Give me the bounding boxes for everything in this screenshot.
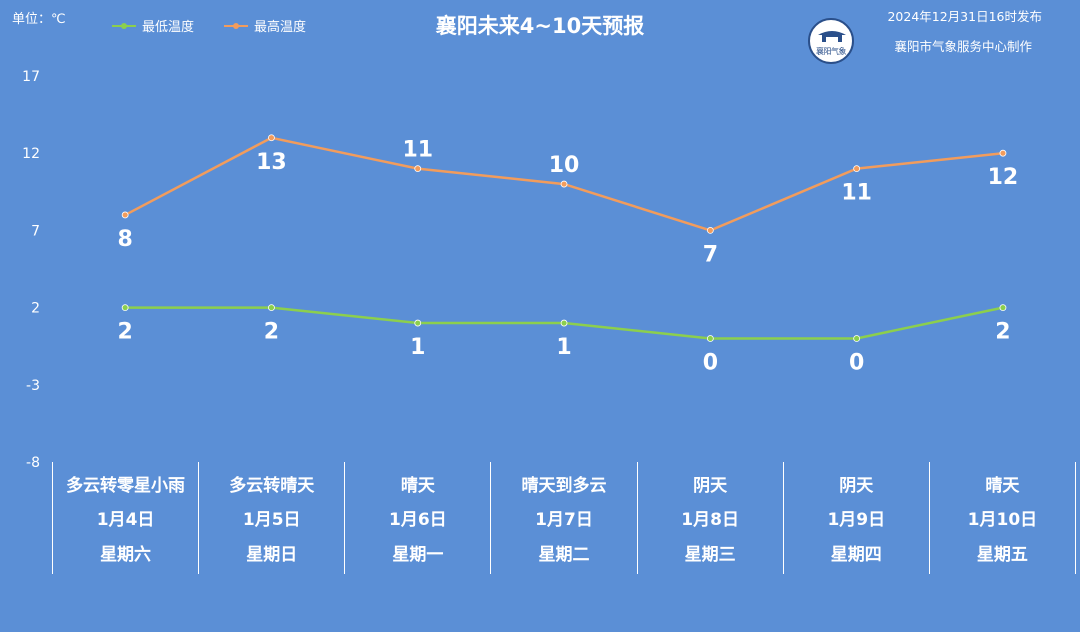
publish-time: 2024年12月31日16时发布 — [887, 9, 1042, 24]
y-tick-label: 2 — [31, 301, 40, 317]
y-tick-label: -8 — [26, 455, 40, 470]
weather-service-logo: 襄阳气象 — [808, 18, 854, 64]
pavilion-icon — [818, 31, 846, 42]
data-point-high — [706, 226, 714, 234]
legend-label-high: 最高温度 — [254, 20, 307, 35]
y-tick-label: 12 — [22, 146, 40, 162]
weather-label: 多云转晴天 — [229, 475, 315, 496]
weekday-label: 星期一 — [392, 545, 444, 566]
day-column: 多云转零星小雨 1月4日 星期六 — [52, 462, 198, 574]
maker-label: 襄阳市气象服务中心制作 — [894, 39, 1032, 54]
legend-item-low: 最低温度 — [112, 16, 194, 35]
weather-label: 阴天 — [839, 475, 874, 496]
data-label-low: 1 — [556, 335, 571, 360]
day-column: 晴天 1月10日 星期五 — [928, 462, 1076, 574]
data-point-low — [853, 335, 861, 342]
data-point-high — [268, 134, 275, 142]
date-label: 1月10日 — [967, 510, 1038, 531]
data-label-low: 2 — [117, 320, 132, 345]
date-label: 1月6日 — [389, 510, 447, 531]
legend-label-low: 最低温度 — [142, 20, 195, 35]
weekday-label: 星期日 — [246, 545, 298, 566]
data-label-high: 13 — [256, 150, 287, 175]
date-label: 1月7日 — [535, 510, 593, 531]
weather-label: 晴天 — [400, 475, 435, 496]
unit-label: 单位：℃ — [12, 12, 66, 27]
weather-label: 多云转零星小雨 — [66, 475, 186, 496]
data-point-high — [121, 211, 129, 219]
data-point-high — [999, 149, 1007, 157]
date-label: 1月9日 — [827, 510, 886, 531]
data-label-high: 12 — [988, 165, 1019, 190]
weekday-label: 星期三 — [684, 545, 736, 566]
data-point-high — [414, 165, 422, 173]
weekday-label: 星期二 — [538, 545, 590, 566]
legend-item-high: 最高温度 — [224, 16, 306, 35]
data-label-low: 2 — [264, 320, 279, 345]
date-label: 1月4日 — [96, 510, 155, 531]
weather-label: 晴天 — [985, 475, 1020, 496]
weekday-label: 星期六 — [100, 545, 152, 566]
data-label-low: 0 — [703, 350, 718, 375]
weather-label: 阴天 — [693, 475, 728, 496]
data-point-low — [999, 304, 1007, 312]
chart-title: 襄阳未来4~10天预报 — [435, 14, 645, 38]
date-label: 1月8日 — [681, 510, 739, 531]
weekday-label: 星期四 — [830, 545, 882, 566]
data-point-low — [414, 319, 422, 327]
legend: 最低温度 最高温度 — [112, 16, 306, 35]
data-point-low — [706, 335, 714, 342]
day-column: 晴天 1月6日 星期一 — [344, 462, 490, 574]
data-label-low: 2 — [995, 320, 1010, 345]
data-label-high: 11 — [402, 138, 433, 163]
day-column: 多云转晴天 1月5日 星期日 — [198, 462, 344, 574]
data-label-low: 1 — [410, 335, 425, 360]
legend-swatch-low — [112, 22, 136, 29]
legend-swatch-high — [224, 22, 249, 29]
data-point-high — [853, 165, 861, 173]
logo-text: 襄阳气象 — [816, 47, 847, 56]
date-label: 1月5日 — [242, 510, 301, 531]
y-tick-label: 17 — [22, 69, 40, 85]
data-point-high — [560, 180, 568, 188]
forecast-table: 多云转零星小雨 1月4日 星期六 多云转晴天 1月5日 星期日 晴天 1月6日 … — [52, 462, 1076, 574]
data-label-high: 7 — [703, 242, 718, 267]
day-column: 晴天到多云 1月7日 星期二 — [490, 462, 636, 574]
data-point-low — [560, 319, 568, 327]
data-label-high: 8 — [117, 227, 132, 252]
data-label-low: 0 — [849, 350, 864, 375]
data-label-high: 11 — [841, 181, 872, 206]
data-label-high: 10 — [549, 153, 580, 178]
day-column: 阴天 1月8日 星期三 — [636, 462, 783, 574]
data-point-low — [121, 304, 129, 312]
y-tick-label: -3 — [26, 378, 40, 394]
day-column: 阴天 1月9日 星期四 — [782, 462, 929, 574]
y-tick-label: 7 — [31, 223, 40, 239]
weekday-label: 星期五 — [976, 545, 1028, 566]
data-point-low — [268, 304, 275, 312]
weather-label: 晴天到多云 — [521, 475, 607, 496]
